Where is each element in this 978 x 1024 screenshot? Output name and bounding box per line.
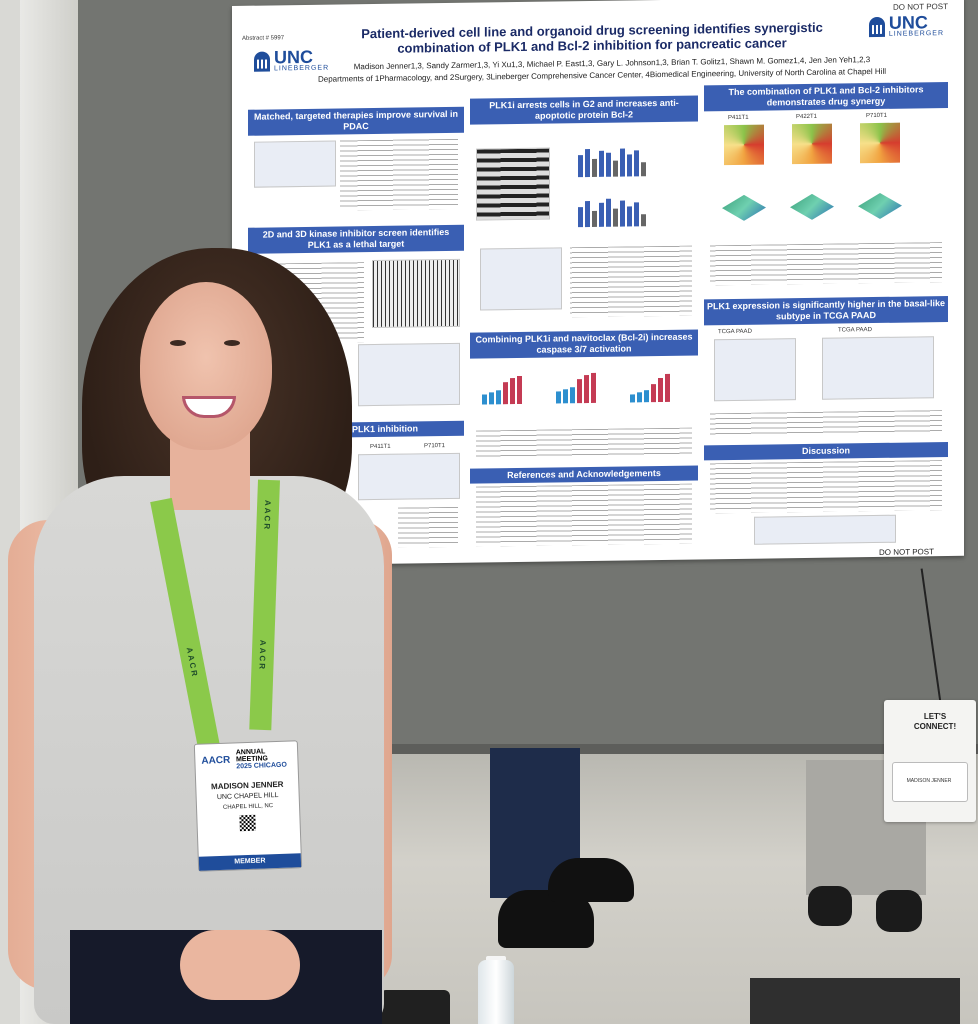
body-text — [570, 245, 692, 318]
cell-line-label: P411T1 — [728, 114, 749, 122]
survival-curve-figure — [822, 336, 934, 400]
abstract-number: Abstract # 5997 — [242, 35, 285, 42]
section-heading: Discussion — [704, 442, 948, 461]
viability-heatmap — [860, 122, 900, 164]
section-heading: References and Acknowledgements — [470, 465, 698, 484]
bag-label: LET'S CONNECT! — [913, 712, 957, 731]
boxplot-figure — [714, 338, 796, 402]
cell-line-label: P710T1 — [866, 112, 888, 120]
body-text — [476, 427, 692, 459]
discussion-diagram — [754, 514, 896, 545]
body-text — [710, 242, 942, 286]
badge-event-logo: AACR ANNUAL MEETING 2025 CHICAGO — [201, 748, 287, 771]
tcga-label: TCGA PAAD — [718, 328, 752, 336]
shoe — [548, 858, 634, 902]
qr-code-icon — [239, 814, 256, 832]
caspase-bar-figure — [556, 371, 596, 404]
synergy-surface-plot — [858, 193, 902, 220]
shoe — [808, 886, 852, 926]
heatmap-figure — [372, 258, 460, 329]
poster-title: Patient-derived cell line and organoid d… — [361, 19, 823, 56]
presenter-hands — [180, 930, 300, 1000]
dose-response-figure — [358, 342, 460, 407]
presenter-face — [140, 282, 272, 450]
bar-figure — [578, 196, 646, 228]
section-heading: PLK1i arrests cells in G2 and increases … — [470, 95, 698, 125]
cell-line-label: P411T1 — [370, 443, 391, 451]
body-text — [710, 460, 942, 514]
line-chart-figure — [358, 452, 460, 501]
business-card-name: MADISON JENNER — [906, 778, 952, 784]
logo-unc-text: UNC — [888, 12, 928, 33]
body-text — [340, 138, 458, 211]
building-icon — [254, 50, 270, 72]
body-text — [710, 410, 942, 436]
section-panel: Discussion — [704, 442, 948, 550]
water-bottle — [478, 960, 514, 1024]
conference-badge: AACR ANNUAL MEETING 2025 CHICAGO MADISON… — [193, 740, 303, 872]
section-panel: PLK1 expression is significantly higher … — [704, 296, 948, 440]
caspase-bar-figure — [482, 372, 522, 405]
section-panel: Combining PLK1i and navitoclax (Bcl-2i) … — [470, 329, 698, 463]
body-text — [476, 483, 692, 547]
caspase-bar-figure — [630, 370, 670, 403]
synergy-surface-plot — [722, 195, 766, 222]
viability-heatmap — [724, 124, 764, 166]
tcga-label: TCGA PAAD — [838, 327, 872, 334]
body-text — [398, 506, 458, 548]
bar-figure — [578, 146, 646, 178]
badge-location: CHAPEL HILL, NC — [222, 803, 274, 811]
logo-lineberger-text: LINEBERGER — [888, 30, 944, 38]
section-heading: The combination of PLK1 and Bcl-2 inhibi… — [704, 82, 948, 112]
floor-mat — [750, 978, 960, 1024]
building-icon — [868, 16, 885, 37]
viability-heatmap — [792, 123, 832, 165]
survival-curve-figure — [254, 140, 336, 188]
badge-institution: UNC CHAPEL HILL — [216, 791, 279, 802]
eye — [224, 340, 240, 346]
business-card — [892, 762, 968, 802]
section-heading: Combining PLK1i and navitoclax (Bcl-2i) … — [470, 329, 698, 359]
cell-line-label: P710T1 — [424, 443, 446, 450]
do-not-post-label: DO NOT POST — [893, 2, 948, 12]
do-not-post-label: DO NOT POST — [879, 547, 934, 557]
section-heading: 2D and 3D kinase inhibitor screen identi… — [248, 224, 464, 254]
eye — [170, 340, 186, 346]
section-panel: Matched, targeted therapies improve surv… — [248, 106, 464, 220]
section-heading: Matched, targeted therapies improve surv… — [248, 106, 464, 136]
mechanism-diagram — [480, 247, 562, 311]
badge-name: MADISON JENNER — [210, 779, 284, 792]
unc-lineberger-logo-right: UNC LINEBERGER — [868, 12, 944, 38]
synergy-surface-plot — [790, 194, 834, 221]
badge-member-band: MEMBER — [198, 853, 302, 871]
section-panel: References and Acknowledgements — [470, 465, 698, 553]
smile — [182, 396, 236, 418]
cell-line-label: P422T1 — [796, 113, 818, 121]
shoe — [876, 890, 922, 932]
western-blot-figure — [476, 147, 550, 221]
floor-bag — [380, 990, 450, 1024]
section-panel: PLK1i arrests cells in G2 and increases … — [470, 95, 698, 327]
section-heading: PLK1 expression is significantly higher … — [704, 296, 948, 326]
section-panel: The combination of PLK1 and Bcl-2 inhibi… — [704, 82, 948, 294]
